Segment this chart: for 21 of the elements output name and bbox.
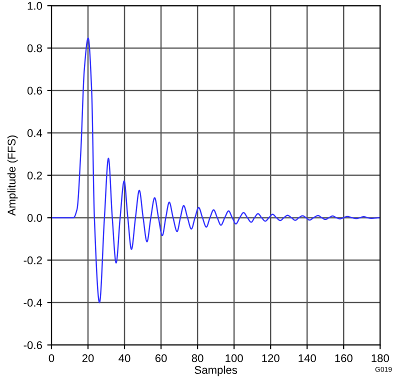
y-tick-label: 0.6 — [27, 86, 42, 95]
y-tick-label: 0.2 — [27, 172, 42, 180]
x-tick-label: 180 — [372, 354, 389, 362]
x-axis-title: Samples — [194, 366, 238, 376]
y-tick-label: -0.6 — [24, 341, 42, 350]
x-tick-label: 60 — [155, 354, 167, 362]
x-tick-label: 160 — [335, 354, 352, 362]
x-tick-label: 140 — [298, 354, 316, 362]
x-tick-label: 20 — [82, 354, 94, 362]
y-tick-label: 0.4 — [27, 129, 42, 138]
x-tick-label: 80 — [192, 354, 204, 362]
y-tick-label: -0.4 — [24, 298, 42, 307]
y-tick-label: 0.0 — [27, 214, 42, 222]
x-tick-label: 120 — [262, 354, 280, 362]
x-tick-label: 0 — [48, 354, 54, 362]
y-tick-label: 0.8 — [27, 44, 42, 52]
x-tick-label: 40 — [118, 354, 130, 362]
y-tick-label: 1.0 — [28, 2, 42, 10]
y-axis-title: Amplitude (FFS) — [7, 136, 18, 216]
y-tick-label: -0.2 — [24, 256, 42, 264]
x-tick-label: 100 — [226, 354, 243, 362]
